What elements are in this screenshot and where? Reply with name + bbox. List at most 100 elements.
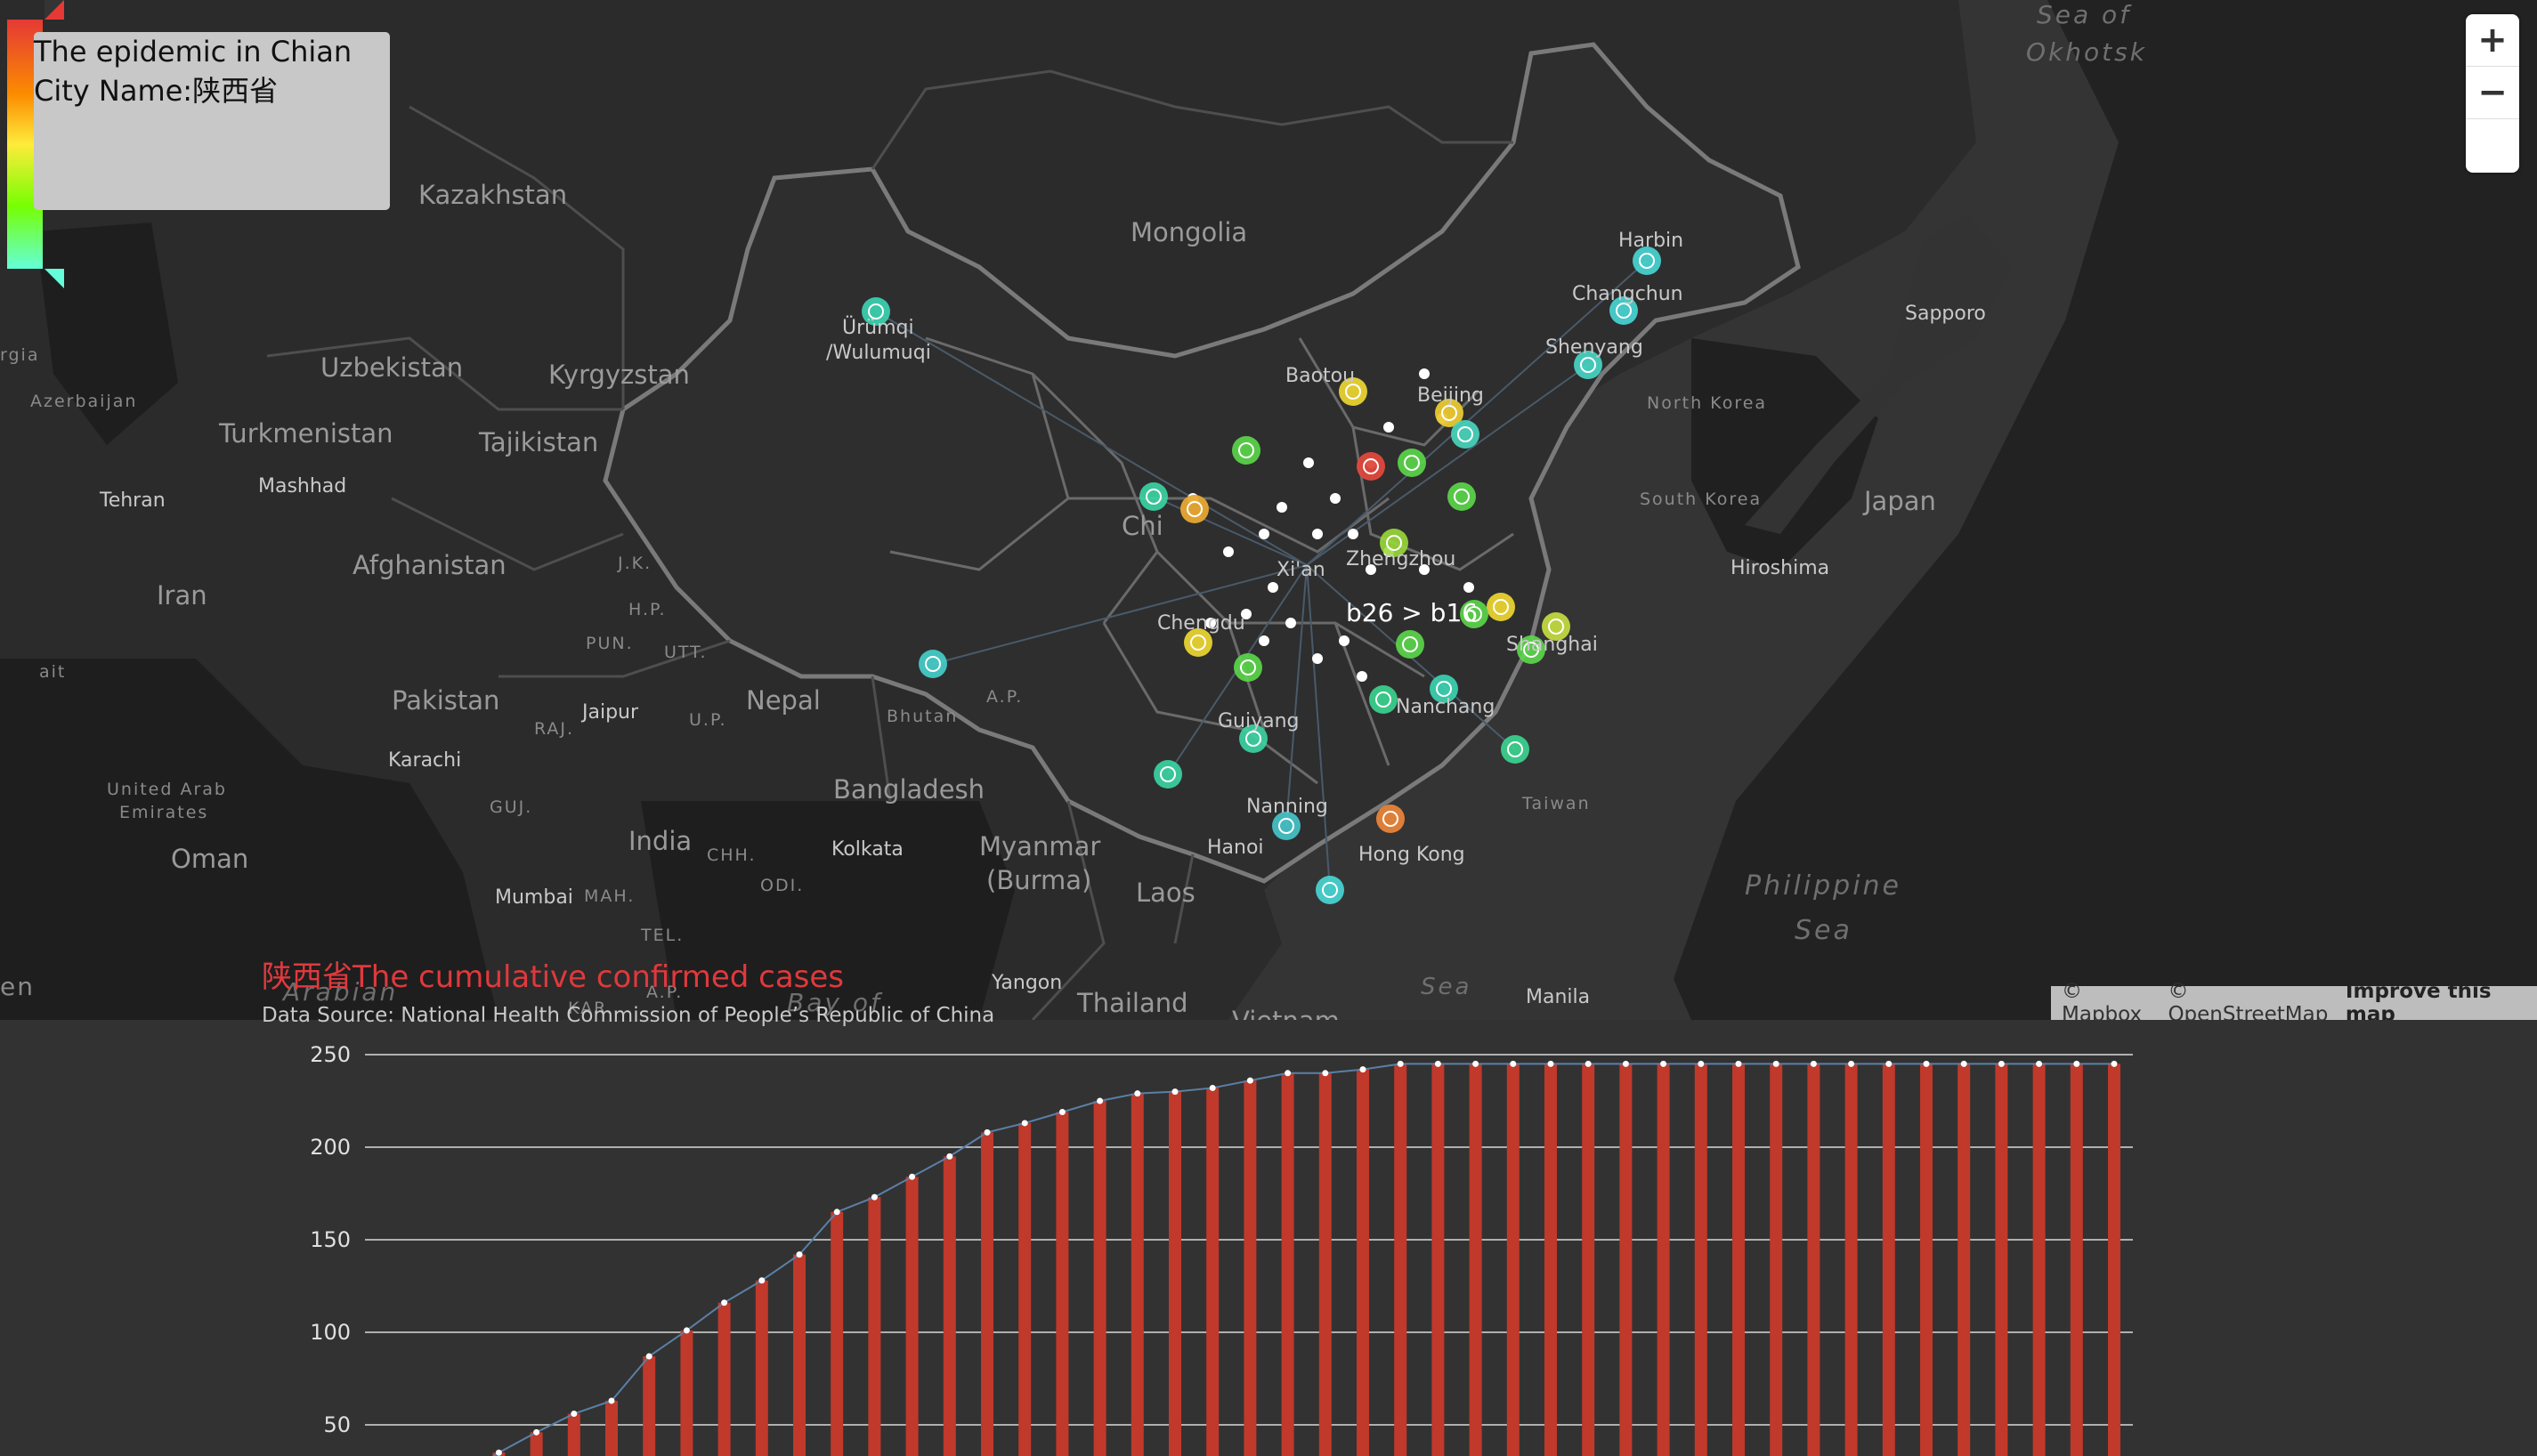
data-point <box>796 1251 803 1258</box>
bar <box>943 1156 956 1456</box>
cases-bar-chart: 50 100 150 200 250 <box>310 1042 2133 1456</box>
y-tick-label: 100 <box>310 1320 351 1345</box>
bar <box>1131 1093 1144 1456</box>
y-tick-label: 150 <box>310 1227 351 1252</box>
data-point <box>1585 1060 1592 1067</box>
bar <box>1357 1069 1369 1456</box>
ocean-label: Okhotsk <box>2026 37 2147 67</box>
zoom-out-button[interactable]: − <box>2466 67 2519 119</box>
region-label: CHH. <box>707 845 757 865</box>
bar <box>1056 1112 1069 1456</box>
city-label: Mumbai <box>495 886 573 909</box>
data-point <box>2073 1060 2080 1067</box>
mapbox-link[interactable]: © Mapbox <box>2062 980 2143 1020</box>
region-label: Emirates <box>119 803 209 822</box>
y-tick-label: 200 <box>310 1135 351 1160</box>
y-tick-label: 250 <box>310 1042 351 1067</box>
bar <box>1770 1064 1783 1456</box>
data-point <box>1472 1060 1479 1067</box>
ocean-label: Arabian <box>283 977 399 1007</box>
legend-top-handle <box>45 0 64 20</box>
bar <box>1582 1064 1595 1456</box>
city-label: Beijing <box>1417 384 1484 407</box>
city-label: Shenyang <box>1545 336 1643 359</box>
data-point <box>1510 1060 1517 1067</box>
region-label: MAH. <box>584 886 636 906</box>
region-label: H.P. <box>628 600 667 619</box>
region-label: South Korea <box>1640 489 1763 509</box>
ocean-label: Bay of <box>787 988 882 1017</box>
city-label: Hong Kong <box>1358 844 1465 866</box>
country-label: Chi <box>1122 511 1163 541</box>
map-base <box>0 0 2537 1020</box>
city-label: Shanghai <box>1506 634 1598 656</box>
trend-line <box>491 1063 2114 1456</box>
city-label: Baotou <box>1285 365 1356 387</box>
country-label: Nepal <box>746 685 821 716</box>
bar <box>868 1197 881 1456</box>
zoom-control: + − <box>2466 14 2519 173</box>
bar <box>1281 1072 1294 1456</box>
data-point <box>608 1397 615 1404</box>
map-area[interactable]: Sea of Okhotsk Philippine Sea Arabian Ba… <box>0 0 2537 1020</box>
city-label: Tehran <box>100 489 166 512</box>
region-label: Bhutan <box>887 707 959 726</box>
bar <box>1957 1064 1971 1456</box>
bar <box>1093 1101 1106 1456</box>
data-point <box>683 1327 690 1334</box>
data-point <box>1359 1066 1366 1073</box>
country-label: Pakistan <box>392 685 500 716</box>
country-label: Iran <box>157 580 207 611</box>
data-point <box>495 1449 502 1456</box>
bar <box>643 1356 656 1456</box>
region-label: ODI. <box>760 876 805 895</box>
bar <box>1469 1064 1482 1456</box>
city-label: Kolkata <box>831 838 904 861</box>
bar <box>1920 1064 1933 1456</box>
data-point <box>1246 1077 1253 1084</box>
country-label: Japan <box>1864 486 1936 516</box>
data-point <box>1960 1060 1967 1067</box>
ocean-label: Sea <box>1421 974 1472 1000</box>
data-point <box>1698 1060 1705 1067</box>
region-label: RAJ. <box>534 719 575 739</box>
city-label: Zhengzhou <box>1346 548 1456 570</box>
bar <box>905 1177 919 1456</box>
data-point <box>1622 1060 1629 1067</box>
data-point <box>1772 1060 1779 1067</box>
info-panel: The epidemic in Chian City Name:陕西省 <box>34 32 390 210</box>
region-label: UTT. <box>664 643 708 662</box>
region-label: Taiwan <box>1522 794 1591 813</box>
region-label: United Arab <box>107 780 227 799</box>
country-label: Kazakhstan <box>418 180 568 210</box>
bar <box>1995 1064 2008 1456</box>
country-label: Bangladesh <box>833 774 985 805</box>
country-label: Turkmenistan <box>219 418 393 449</box>
improve-map-link[interactable]: Improve this map <box>2345 980 2492 1020</box>
country-label: Afghanistan <box>353 550 507 580</box>
data-point <box>1171 1088 1179 1096</box>
ocean-label: Philippine <box>1745 870 1902 902</box>
zoom-in-button[interactable]: + <box>2466 14 2519 67</box>
data-point <box>2036 1060 2043 1067</box>
country-label: Tajikistan <box>479 427 599 457</box>
city-label: Changchun <box>1572 283 1683 305</box>
bar <box>1844 1064 1858 1456</box>
data-point <box>871 1193 878 1201</box>
data-point <box>1322 1070 1329 1077</box>
city-label: Nanchang <box>1396 696 1495 718</box>
osm-link[interactable]: © OpenStreetMap <box>2168 980 2329 1020</box>
city-label: Manila <box>1526 986 1591 1008</box>
bar <box>1506 1064 1520 1456</box>
data-point <box>645 1353 652 1360</box>
data-point <box>984 1128 991 1136</box>
region-label: U.P. <box>689 710 727 730</box>
bar <box>717 1302 731 1456</box>
y-tick-label: 50 <box>323 1412 351 1437</box>
data-point <box>721 1299 728 1306</box>
flow-tooltip: b26 > b16 <box>1346 598 1479 627</box>
info-city: City Name:陕西省 <box>34 74 279 108</box>
city-label: Xi'an <box>1277 559 1325 581</box>
country-label: India <box>628 826 693 856</box>
country-label: Myanmar <box>979 831 1101 861</box>
